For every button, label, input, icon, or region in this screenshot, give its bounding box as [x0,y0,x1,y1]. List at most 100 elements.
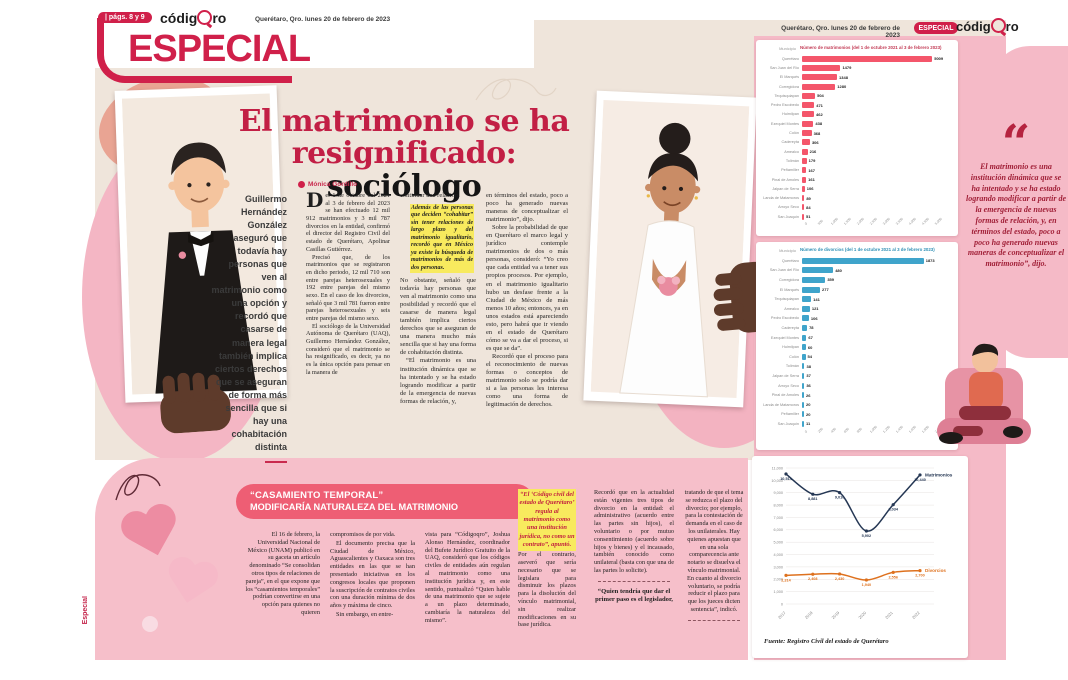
bar-label: Tolimán [785,158,799,163]
bar-value: 54 [807,354,812,360]
bar-row: Querétaro 1873 [762,256,952,266]
bar-track: 67 [802,334,952,341]
bar [802,257,924,264]
bar-row: Tequisquiapan 504 [762,91,952,100]
bar-value: 67 [808,335,813,341]
bar-row: Corregidora 359 [762,275,952,285]
bar-track: 20 [802,411,952,418]
paragraph: No obstante, señaló que todavía hay pers… [400,276,476,357]
bar-track: 1873 [802,257,952,264]
bar-row: Huimilpan 462 [762,110,952,119]
secondary-column-5: Recordó que en la actualidad están vigen… [594,489,674,604]
bar-value: 11 [806,421,811,427]
paragraph: Sin embargo, en entre- [336,610,394,618]
bar-track: 1348 [802,74,952,81]
bar [802,286,820,293]
svg-text:6,000: 6,000 [773,528,783,532]
bar-value: 51 [806,214,811,220]
paragraph: el 1 de octubre del 2021 al 3 de febrero… [306,192,390,253]
svg-text:2022: 2022 [911,610,921,620]
axis-label: Municipio [779,46,796,51]
bar-label: San Juan del Río [769,268,799,273]
bar-track: 26 [802,392,952,399]
bar-label: Tequisquiapan [774,93,800,98]
headline-line2-red: resignificado: [291,136,517,172]
dashed-divider [598,580,670,582]
highlighted-quote: “El ‘Código civil del estado de Querétar… [518,489,576,552]
bar-track: 471 [802,102,952,109]
svg-text:2019: 2019 [830,610,840,620]
bar-row: Arroyo Seco 84 [762,203,952,212]
bar-label: Cadereyta [781,140,799,145]
bride-photo-frame [583,90,757,408]
axis-tick: 0 [804,222,809,227]
bar [802,176,807,183]
line-chart-matrimonios-divorcios: 0 1,000 2,000 3,000 4,000 5,000 6,000 7,000 8,00… [771,466,952,620]
bar-value: 26 [806,392,811,398]
bar-chart-matrimonios: Querétaro 5009 San Juan del Río 1479 El Marq… [762,54,952,221]
paragraph: compromisos de por vida. [330,531,396,538]
svg-text:5,000: 5,000 [773,541,783,545]
bar-label: Peñamiller [781,168,799,173]
standfirst-text: Guillermo Hernández González aseguró que… [211,194,287,452]
chart-card-trend: 0 1,000 2,000 3,000 4,000 5,000 6,000 7,000 8,00… [752,456,968,658]
bar [802,411,804,418]
x-axis-ticks: 02004006008001,0001,2001,4001,6001,8002,… [804,425,943,442]
svg-text:3,000: 3,000 [773,565,783,569]
bar-label: Huimilpan [782,112,799,117]
chart-header: Municipio Número de matrimonios (del 1 d… [762,45,952,51]
chart-title: Número de divorcios (del 1 de octubre 20… [800,247,935,252]
svg-text:11,000: 11,000 [772,466,783,470]
bar [802,185,805,192]
bar-row: San Juan del Río 480 [762,266,952,276]
bar-track: 54 [802,353,952,360]
bar-track: 1280 [802,83,952,90]
paragraph: El 16 de febrero, la Universidad Naciona… [245,531,321,616]
brand-text-pre: códig [160,10,198,26]
svg-text:4,000: 4,000 [773,553,783,557]
svg-text:1,940: 1,940 [862,583,872,587]
pull-quote: “ El matrimonio es una institución dinám… [966,113,1066,270]
bar-track: 504 [802,92,952,99]
bar [802,401,804,408]
quote-mark-icon: “ [1001,113,1031,172]
bar-track: 11 [802,420,952,427]
chart-header: Municipio Número de divorcios (del 1 de … [762,247,952,253]
bar [802,372,805,379]
bar-value: 20 [806,402,811,408]
bar-label: Colón [789,354,799,359]
date-left: Querétaro, Qro. lunes 20 de febrero de 2… [255,16,391,23]
bar [802,148,808,155]
bar-value: 141 [813,296,820,302]
brand-text-post: ro [212,10,227,26]
bar-value: 5009 [934,56,944,62]
chart-card-divorcios: Municipio Número de divorcios (del 1 de … [756,242,958,450]
bar-row: Pedro Escobedo 471 [762,100,952,109]
doodle-swirl [475,78,557,101]
bar-value: 368 [813,130,821,136]
svg-text:8,034: 8,034 [888,508,898,512]
svg-text:5,902: 5,902 [862,534,872,538]
bar-row: Pinal de Amoles 161 [762,175,952,184]
bar-value: 306 [811,139,819,145]
bar-row: El Marqués 1348 [762,73,952,82]
bar-track: 89 [802,195,952,202]
section-title: ESPECIAL [128,28,311,70]
svg-text:10,000: 10,000 [771,479,783,483]
standfirst: Guillermo Hernández González aseguró que… [211,193,287,464]
bar-row: Landa de Matamoros 20 [762,400,952,410]
bar-label: Pedro Escobedo [770,103,799,108]
svg-text:2,408: 2,408 [808,577,818,581]
dropcap: D [306,192,324,212]
bar [802,157,807,164]
bar [802,324,808,331]
bar [802,344,806,351]
bar [802,111,814,118]
bar-value: 462 [816,111,823,117]
hearts-illustration [106,464,266,659]
bar-row: Landa de Matamoros 89 [762,193,952,202]
bar-label: Corregidora [778,84,799,89]
bar-row: Jalpan de Serra 106 [762,184,952,193]
bar-label: Pinal de Amoles [771,177,799,182]
bar-track: 106 [802,315,952,322]
